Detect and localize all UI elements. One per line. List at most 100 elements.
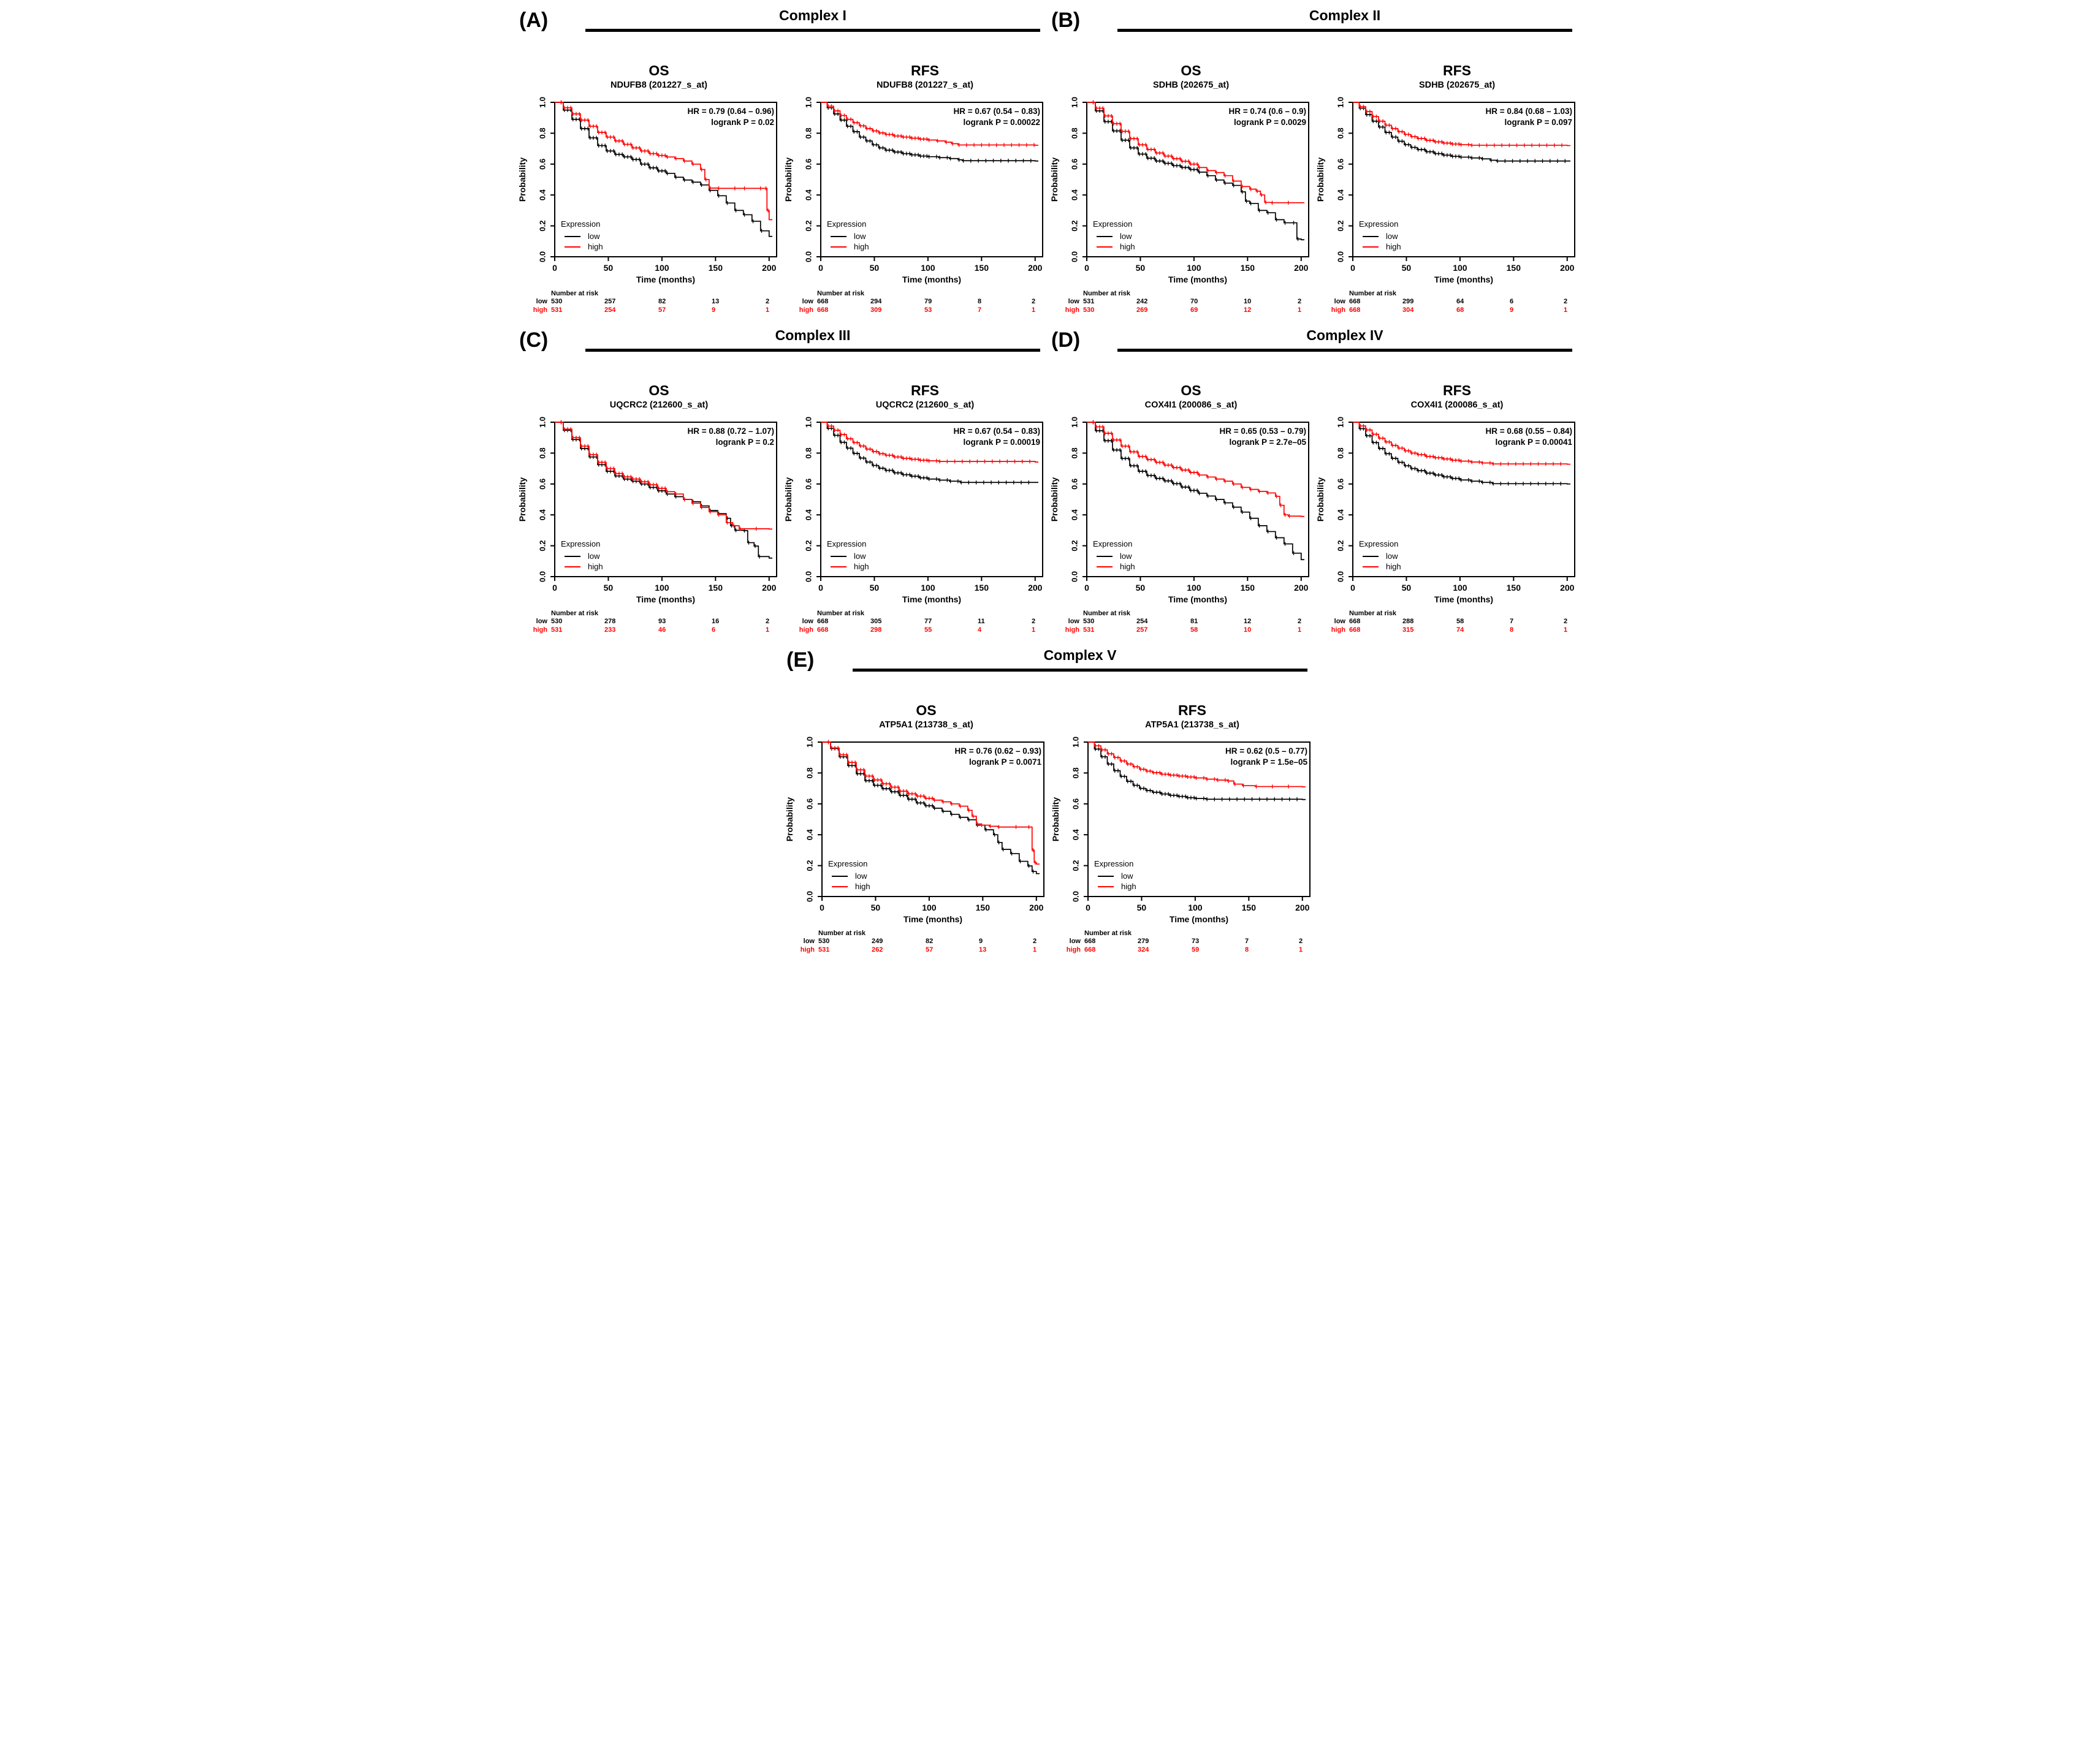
legend-line-sample-low: [565, 555, 580, 557]
x-axis-label: Time (months): [636, 275, 695, 284]
legend-line-sample-high: [1098, 885, 1114, 887]
x-tick-label: 150: [975, 263, 989, 273]
risk-count: 9: [1510, 306, 1514, 314]
risk-row-low: low 668 294 79 8 2: [783, 298, 1048, 306]
km-curve-high: [555, 422, 773, 530]
km-plot-area: 0.0 0.2 0.4 0.6 0.8 1.0 0 50 100 150 200 Probabilit…: [517, 412, 782, 607]
risk-count: 242: [1136, 298, 1148, 305]
km-plot-area: 0.0 0.2 0.4 0.6 0.8 1.0 0 50 100 150 200 Probabilit…: [783, 412, 1048, 607]
hazard-ratio-text: HR = 0.62 (0.5 – 0.77): [1225, 746, 1307, 756]
risk-count: 530: [551, 618, 563, 625]
y-tick-label: 0.4: [538, 509, 547, 520]
risk-count: 9: [712, 306, 716, 314]
legend-label-high: high: [854, 241, 869, 251]
y-tick-label: 0.4: [1070, 509, 1079, 520]
y-axis-label: Probability: [517, 157, 527, 202]
expression-legend: Expression low high: [1093, 539, 1135, 572]
legend-item-low: low: [1359, 231, 1401, 241]
y-tick-label: 0.6: [1070, 159, 1079, 170]
risk-row-label: high: [533, 626, 547, 634]
legend-label-high: high: [1386, 561, 1401, 571]
risk-count: 59: [1192, 946, 1200, 954]
risk-row-high: high 531 254 57 9 1: [517, 306, 782, 315]
risk-row-low: low 668 288 58 7 2: [1315, 618, 1580, 626]
hazard-ratio-text: HR = 0.67 (0.54 – 0.83): [953, 107, 1040, 116]
y-tick-label: 1.0: [805, 737, 815, 748]
expression-legend: Expression low high: [1359, 219, 1401, 252]
logrank-p-text: logrank P = 0.0071: [969, 757, 1041, 767]
x-tick-label: 150: [1242, 903, 1257, 912]
x-tick-label: 50: [1402, 583, 1412, 593]
risk-count: 69: [1190, 306, 1198, 314]
risk-count: 2: [1299, 938, 1303, 945]
x-axis-label: Time (months): [902, 275, 961, 284]
hazard-ratio-text: HR = 0.67 (0.54 – 0.83): [953, 427, 1040, 436]
risk-table-header: Number at risk: [1349, 610, 1397, 617]
y-tick-label: 0.2: [538, 540, 547, 552]
risk-row-label: high: [800, 946, 815, 954]
x-axis-label: Time (months): [902, 594, 961, 604]
risk-count: 668: [1349, 618, 1361, 625]
legend-line-sample-low: [831, 235, 846, 237]
legend-title: Expression: [827, 539, 867, 548]
legend-line-sample-high: [1363, 246, 1379, 248]
legend-line-sample-high: [565, 246, 580, 248]
legend-item-high: high: [827, 241, 869, 252]
risk-count: 1: [1033, 946, 1037, 954]
y-tick-label: 0.0: [804, 251, 813, 262]
y-tick-label: 0.8: [1070, 447, 1079, 458]
risk-row-label: low: [536, 298, 547, 305]
y-tick-label: 0.0: [1071, 891, 1081, 902]
risk-count: 9: [979, 938, 983, 945]
km-figure: (A) Complex I OS NDUFB8 (201227_s_at) 0.…: [517, 0, 1583, 976]
legend-item-low: low: [1093, 231, 1135, 241]
x-tick-label: 200: [1029, 903, 1044, 912]
risk-row-label: low: [1334, 618, 1345, 625]
y-axis-label: Probability: [1049, 477, 1059, 522]
x-tick-label: 0: [1350, 583, 1355, 593]
x-tick-label: 150: [1241, 583, 1255, 593]
risk-count: 7: [1245, 938, 1249, 945]
number-at-risk-table: Number at risk low 530 257 82 13 2 high …: [517, 290, 782, 315]
plot-frame: [554, 102, 777, 257]
km-plot: OS UQCRC2 (212600_s_at) 0.0 0.2 0.4 0.6 0.8 1…: [517, 375, 783, 635]
risk-count: 531: [1083, 626, 1095, 634]
censor-marks-high: [1095, 743, 1289, 789]
risk-row-label: low: [803, 938, 815, 945]
hazard-ratio-text: HR = 0.65 (0.53 – 0.79): [1219, 427, 1306, 436]
risk-row-label: high: [533, 306, 547, 314]
risk-table-header: Number at risk: [1349, 290, 1397, 297]
censor-marks-high: [827, 740, 1036, 865]
stats-annotation: HR = 0.79 (0.64 – 0.96) logrank P = 0.02: [688, 106, 774, 128]
legend-label-high: high: [1120, 561, 1135, 571]
risk-count: 2: [766, 298, 770, 305]
km-chart: 0.0 0.2 0.4 0.6 0.8 1.0 0 50 100 150 200 Probabilit…: [517, 97, 777, 284]
y-tick-label: 0.8: [1336, 127, 1345, 138]
legend-line-sample-low: [831, 555, 846, 557]
km-plot: OS SDHB (202675_at) 0.0 0.2 0.4 0.6 0.8 1.0 0 5…: [1049, 55, 1315, 315]
expression-legend: Expression low high: [561, 219, 603, 252]
risk-count: 13: [979, 946, 987, 954]
risk-count: 304: [1402, 306, 1414, 314]
censor-marks-high: [1360, 423, 1561, 466]
hazard-ratio-text: HR = 0.88 (0.72 – 1.07): [687, 427, 774, 436]
risk-count: 269: [1136, 306, 1148, 314]
legend-label-low: low: [854, 231, 866, 241]
y-tick-label: 0.0: [1070, 251, 1079, 262]
stats-annotation: HR = 0.65 (0.53 – 0.79) logrank P = 2.7e…: [1220, 426, 1306, 448]
x-tick-label: 0: [1350, 263, 1355, 273]
x-tick-label: 200: [1294, 583, 1309, 593]
stats-annotation: HR = 0.74 (0.6 – 0.9) logrank P = 0.0029: [1229, 106, 1306, 128]
km-plot-area: 0.0 0.2 0.4 0.6 0.8 1.0 0 50 100 150 200 Probabilit…: [517, 93, 782, 287]
risk-row-label: high: [1066, 946, 1081, 954]
km-plot: RFS NDUFB8 (201227_s_at) 0.0 0.2 0.4 0.6 0.8…: [783, 55, 1049, 315]
complex-title: Complex V: [853, 647, 1307, 672]
expression-legend: Expression low high: [561, 539, 603, 572]
gene-probe-title: ATP5A1 (213738_s_at): [1145, 720, 1239, 730]
risk-count: 1: [1298, 626, 1302, 634]
complex-title: Complex I: [585, 7, 1040, 32]
risk-count: 279: [1138, 938, 1149, 945]
y-axis-label: Probability: [1051, 797, 1060, 842]
censor-marks-high: [827, 104, 1035, 147]
risk-count: 530: [1083, 618, 1095, 625]
